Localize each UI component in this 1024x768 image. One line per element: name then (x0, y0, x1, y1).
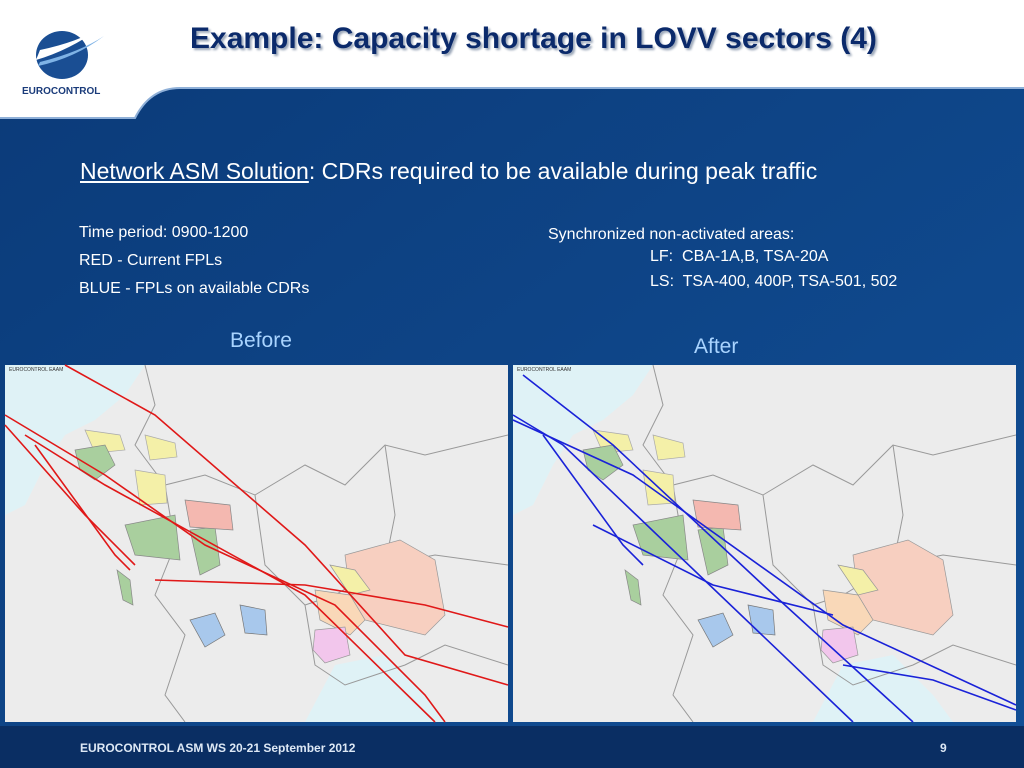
page-number: 9 (940, 741, 947, 755)
footer-text: EUROCONTROL ASM WS 20-21 September 2012 (80, 741, 356, 755)
panel-label: Before (230, 329, 292, 352)
note: LF: CBA-1A,B, TSA-20A (650, 248, 829, 265)
map-before (4, 364, 509, 723)
subtitle-link: Network ASM Solution (80, 158, 309, 184)
note: RED - Current FPLs (79, 252, 223, 269)
subtitle: Network ASM Solution: CDRs required to b… (80, 158, 817, 185)
note-heading: Synchronized non-activated areas: (548, 226, 795, 243)
logo-text: EUROCONTROL (22, 86, 101, 97)
note: BLUE - FPLs on available CDRs (79, 280, 310, 297)
map-caption: EUROCONTROL EAAM (517, 367, 572, 373)
note: LS: TSA-400, 400P, TSA-501, 502 (650, 273, 898, 290)
panel-label: After (694, 335, 739, 358)
slide-title: Example: Capacity shortage in LOVV secto… (190, 22, 877, 55)
subtitle-rest: : CDRs required to be available during p… (308, 158, 818, 184)
note: Time period: 0900-1200 (79, 224, 249, 241)
map-caption: EUROCONTROL EAAM (9, 367, 64, 373)
map-after (512, 365, 1017, 723)
